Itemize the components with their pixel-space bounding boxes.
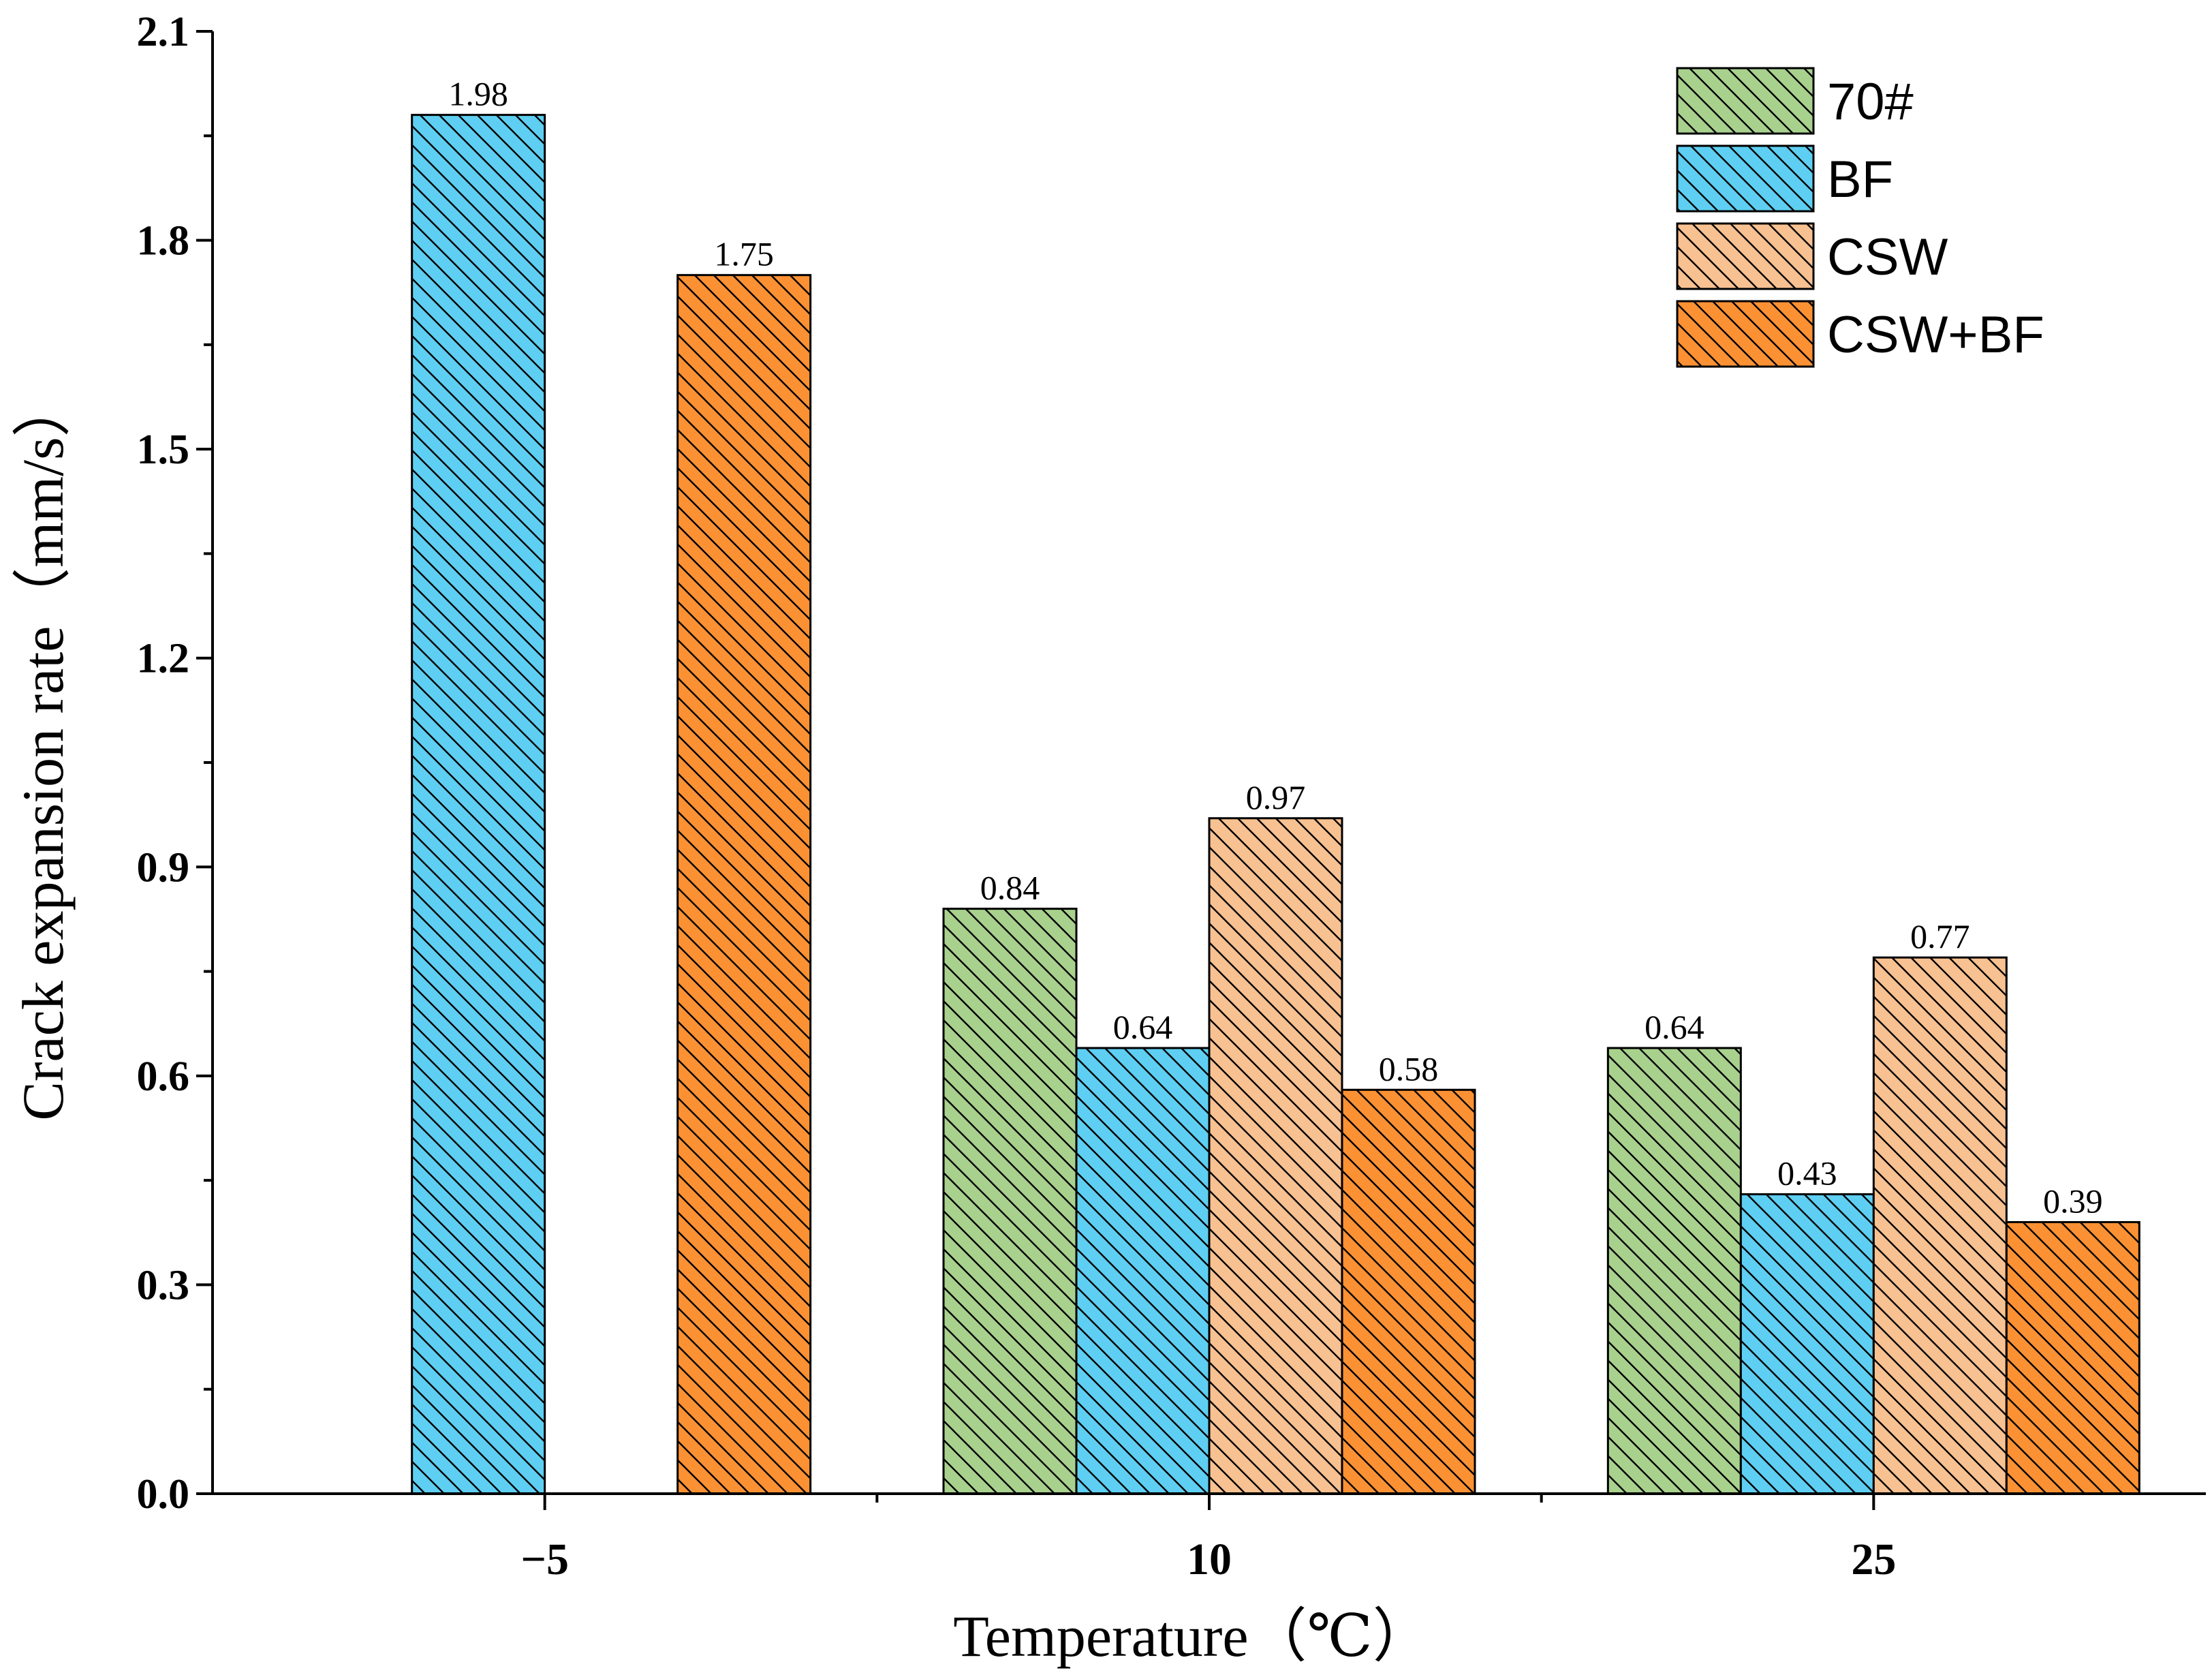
bar-hatch-bf-0 [411,114,546,1495]
data-label: 0.43 [1777,1154,1837,1193]
bar-hatch-bf-1 [1075,1047,1211,1495]
data-label: 1.98 [448,75,508,113]
legend: 70# BF CSW CSW+BF [1676,67,2044,368]
bars-layer [411,114,2140,1495]
legend-swatch-hatch-csw [1676,222,1815,290]
y-tick-label: 1.8 [137,218,190,264]
bar-hatch-csw-2 [1872,956,2008,1495]
legend-label-csw: CSW [1827,228,1948,286]
data-label: 0.97 [1246,778,1306,816]
y-axis-title: Crack expansion rate（mm/s） [10,378,76,1120]
x-axis-title: Temperature（℃） [953,1603,1431,1669]
data-label: 0.58 [1379,1049,1439,1088]
legend-label-csw-bf: CSW+BF [1827,306,2044,364]
data-label: 1.75 [714,235,774,273]
legend-label-bf: BF [1827,151,1893,209]
y-tick-label: 0.0 [137,1471,190,1518]
bar-hatch-70-2 [1606,1047,1742,1495]
x-tick-label: −5 [520,1535,569,1584]
x-tick-label: 10 [1187,1535,1232,1584]
legend-label-70: 70# [1827,73,1914,131]
data-label: 0.39 [2043,1182,2103,1220]
bar-hatch-csw-bf-2 [2005,1220,2140,1495]
data-label: 0.84 [980,869,1040,907]
y-tick-label: 0.6 [137,1053,190,1100]
data-label: 0.64 [1645,1008,1704,1046]
labels-layer: 0.84 0.64 1.98 0.64 0.43 0.97 0.77 1.75 0.58 0.39 [448,75,2102,1220]
bar-hatch-70-1 [942,908,1078,1495]
bar-hatch-csw-1 [1208,817,1343,1495]
y-tick-label: 1.2 [137,636,190,682]
y-tick-label: 1.5 [137,427,190,473]
bar-hatch-csw-bf-0 [676,274,812,1495]
bar-hatch-bf-2 [1739,1193,1875,1495]
legend-swatch-hatch-bf [1676,144,1815,213]
bar-hatch-csw-bf-1 [1341,1088,1476,1495]
data-label: 0.77 [1910,917,1970,955]
y-tick-label: 0.3 [137,1262,190,1308]
y-tick-label: 2.1 [137,9,190,55]
axes-layer: 0.0 0.3 0.6 0.9 1.2 1.5 1.8 2.1 −5 10 25 [137,9,2206,1584]
legend-swatch-hatch-70 [1676,67,1815,135]
y-tick-label: 0.9 [137,844,190,891]
legend-swatch-hatch-csw-bf [1676,300,1815,368]
data-label: 0.64 [1113,1008,1173,1046]
x-tick-label: 25 [1851,1535,1896,1584]
